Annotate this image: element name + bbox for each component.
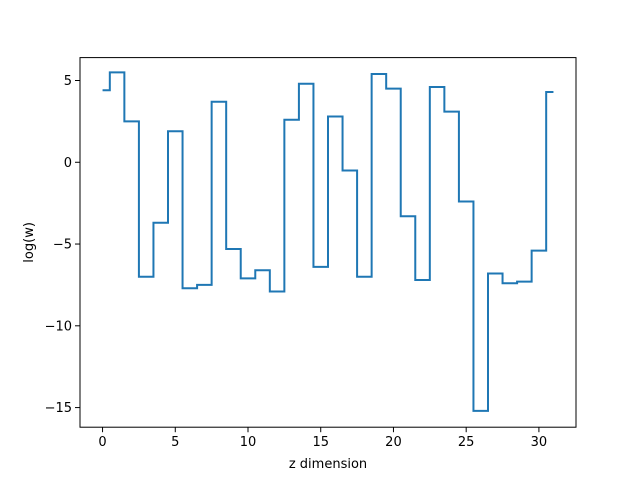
x-tick-label: 5 bbox=[171, 435, 179, 450]
x-tick-label: 0 bbox=[98, 435, 106, 450]
y-tick-label: −10 bbox=[45, 319, 72, 334]
x-tick-label: 20 bbox=[385, 435, 402, 450]
series-line bbox=[102, 71, 554, 412]
x-tick-label: 25 bbox=[458, 435, 475, 450]
x-axis-label: z dimension bbox=[289, 457, 367, 472]
y-tick-label: −5 bbox=[53, 238, 72, 253]
y-axis-label: log(w) bbox=[22, 222, 37, 263]
y-tick-label: 0 bbox=[64, 156, 72, 171]
y-tick-label: 5 bbox=[64, 74, 72, 89]
plot-frame bbox=[79, 57, 577, 428]
x-tick-label: 30 bbox=[531, 435, 548, 450]
x-tick-label: 10 bbox=[240, 435, 257, 450]
y-tick-label: −15 bbox=[45, 401, 72, 416]
x-tick-label: 15 bbox=[312, 435, 329, 450]
